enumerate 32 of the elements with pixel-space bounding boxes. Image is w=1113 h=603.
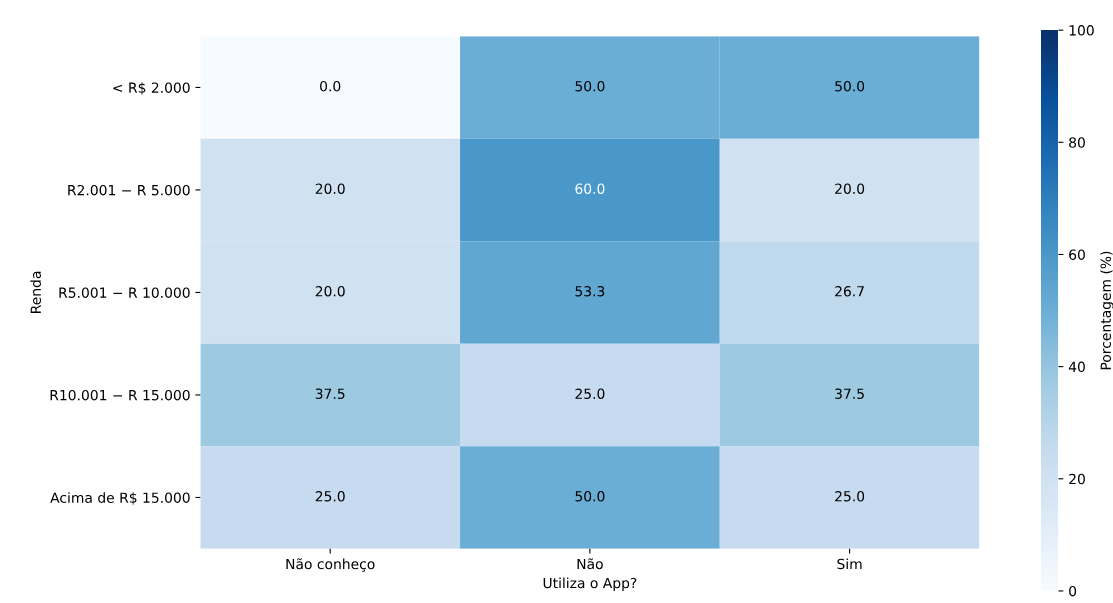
data-label: 0.0 — [320, 80, 341, 92]
color-bar-label: 80 — [1069, 137, 1085, 148]
data-label: 60.0 — [575, 183, 605, 194]
color-bar-label: 40 — [1068, 361, 1085, 373]
color-bar-title: Porcentagem (%) — [1100, 251, 1113, 370]
y-axis-title: Renda — [30, 271, 41, 313]
y-tick-label: Acima de R$ 15.000 — [50, 492, 190, 505]
y-tick-label: R10.001 − R 15.000 — [50, 389, 190, 401]
data-label: 25.0 — [315, 491, 345, 502]
data-label: 50.0 — [835, 80, 865, 92]
color-bar-label: 100 — [1069, 25, 1094, 36]
color-bar-label: 0 — [1069, 585, 1077, 597]
x-axis-title: Utiliza o App? — [543, 577, 637, 591]
x-tick-label: Sim — [837, 558, 862, 570]
y-tick-label: < R$ 2.000 — [113, 82, 190, 95]
data-label: 20.0 — [315, 285, 345, 297]
data-label: 26.7 — [835, 285, 864, 297]
data-label: 20.0 — [835, 183, 865, 194]
color-bar-label: 20 — [1069, 473, 1085, 485]
data-label: 25.0 — [835, 491, 865, 502]
data-label: 20.0 — [315, 183, 345, 194]
y-tick-label: R2.001 − R 5.000 — [68, 184, 190, 196]
y-tick-label: R5.001 − R 10.000 — [59, 287, 190, 298]
data-label: 37.5 — [835, 388, 864, 399]
data-label: 50.0 — [575, 80, 605, 92]
x-tick-label: Não conheço — [286, 558, 375, 572]
data-label: 50.0 — [575, 491, 605, 502]
data-label: 53.3 — [575, 285, 605, 297]
data-label: 25.0 — [575, 388, 605, 399]
data-label: 37.5 — [315, 388, 345, 399]
x-tick-label: Não — [577, 558, 603, 570]
color-bar-label: 60 — [1069, 249, 1085, 260]
